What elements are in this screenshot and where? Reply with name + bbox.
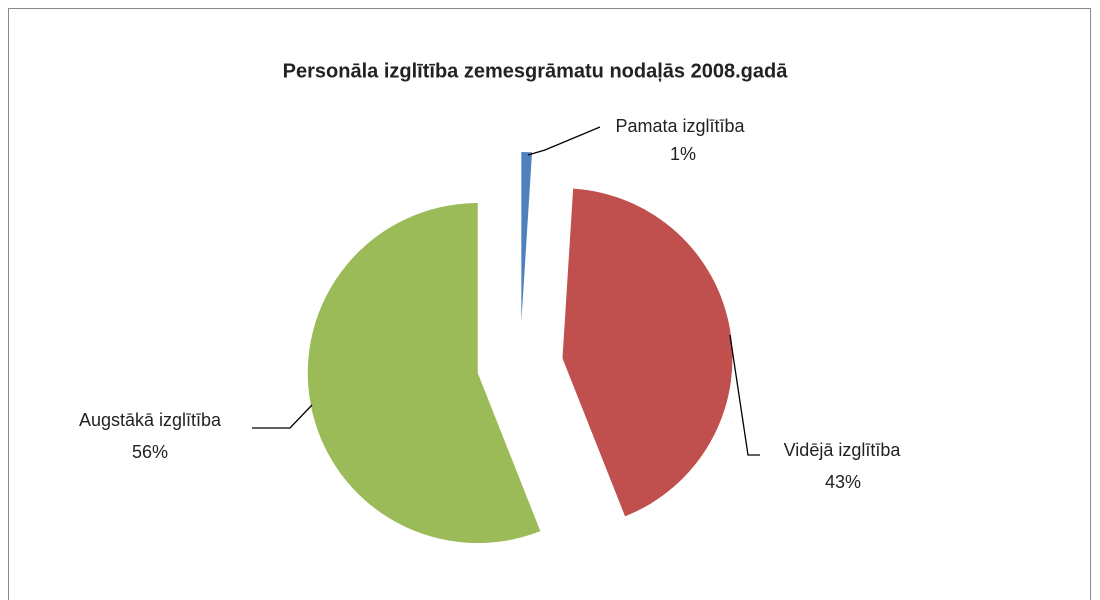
slice-label: Pamata izglītība: [615, 116, 745, 136]
leader-line: [252, 404, 313, 429]
leader-line: [527, 126, 601, 156]
chart-border: [8, 8, 1091, 600]
slice-label: Vidējā izglītība: [784, 440, 902, 460]
slice-value-label: 1%: [670, 144, 696, 164]
pie-slice: [307, 203, 541, 544]
slice-label: Augstākā izglītība: [79, 410, 222, 430]
pie-slice: [562, 188, 733, 517]
pie-slice: [521, 152, 533, 323]
slice-value-label: 56%: [132, 442, 168, 462]
leader-line: [729, 334, 760, 456]
chart-title: Personāla izglītība zemesgrāmatu nodaļās…: [283, 60, 789, 82]
slice-value-label: 43%: [825, 472, 861, 492]
